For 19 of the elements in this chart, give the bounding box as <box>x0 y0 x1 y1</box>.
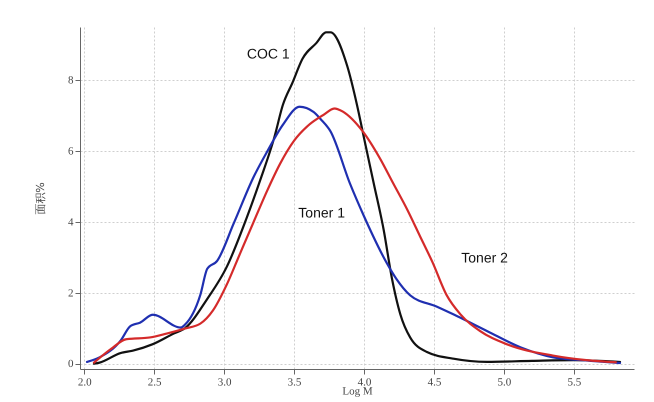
x-tick-label: 2.0 <box>78 376 92 388</box>
line-series <box>92 31 622 365</box>
y-axis-title: 面积% <box>34 182 47 215</box>
series-label: Toner 1 <box>298 204 346 221</box>
x-tick-label: 3.0 <box>218 376 232 388</box>
x-tick-label: 4.5 <box>428 376 442 388</box>
y-tick-label: 4 <box>68 216 74 228</box>
y-tick-label: 2 <box>68 287 74 300</box>
x-axis-title: Log M <box>342 386 373 398</box>
x-tick-label: 5.5 <box>567 376 582 388</box>
x-tick-label: 5.0 <box>498 376 512 388</box>
x-tick-label: 4.0 <box>358 376 372 388</box>
series-label: Toner 2 <box>461 250 508 266</box>
y-tick-label: 0 <box>68 358 74 370</box>
y-tick-label: 8 <box>68 74 74 87</box>
series-label: COC 1 <box>246 45 290 62</box>
y-tick-label: 6 <box>68 146 74 158</box>
x-tick-label: 2.5 <box>148 376 162 388</box>
x-tick-label: 3.5 <box>288 376 302 388</box>
